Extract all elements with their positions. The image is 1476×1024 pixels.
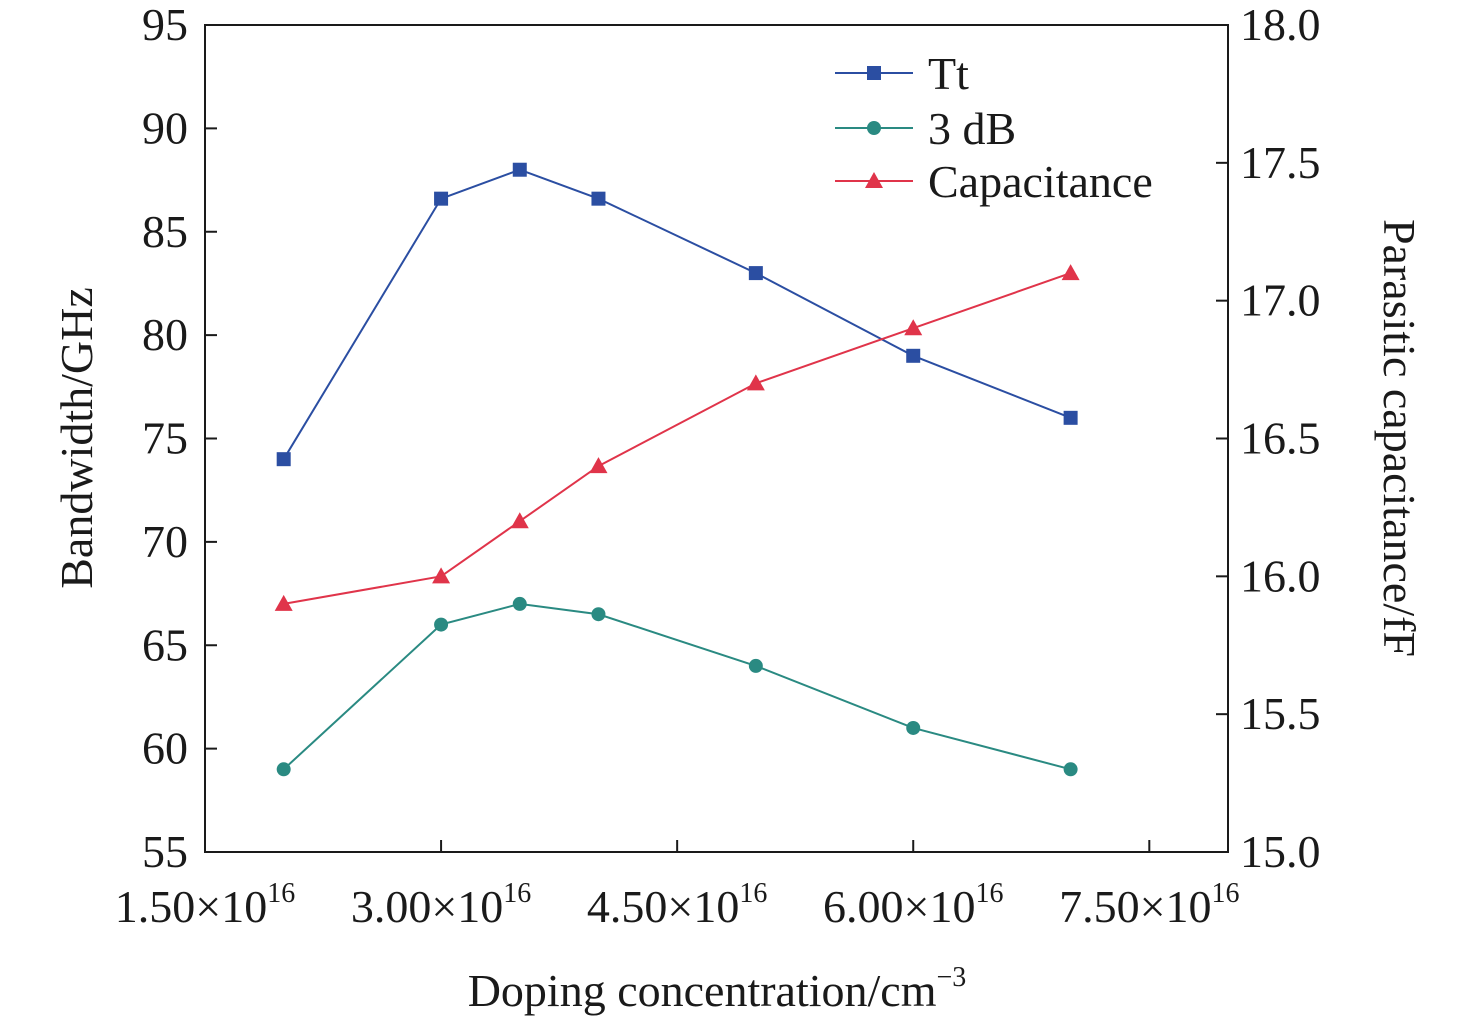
x-axis-title-exponent: −3 [937, 962, 967, 993]
data-point [432, 567, 451, 584]
y-tick-label: 85 [142, 206, 188, 257]
data-point [591, 607, 606, 622]
data-point [1063, 410, 1078, 425]
y-tick-label: 65 [142, 619, 188, 670]
legend-marker [865, 172, 883, 188]
x-tick-label: 1.50×1016 [115, 878, 295, 932]
y-tick-label: 60 [142, 723, 188, 774]
data-point [274, 594, 293, 611]
data-point [746, 374, 765, 391]
data-point [512, 162, 527, 177]
x-tick-label: 7.50×1016 [1059, 878, 1239, 932]
x-tick-label: 6.00×1016 [823, 878, 1003, 932]
data-point [276, 452, 291, 467]
data-point [591, 191, 606, 206]
series-line [283, 602, 1071, 771]
series-tt [276, 162, 1078, 467]
x-axis-title: Doping concentration/cm−3 [468, 962, 967, 1016]
y2-tick-label: 17.0 [1240, 275, 1321, 326]
data-point [510, 512, 529, 529]
y-tick-label: 55 [142, 826, 188, 877]
x-tick-label: 3.00×1016 [351, 878, 531, 932]
data-point [434, 191, 449, 206]
plot-border [204, 24, 1229, 853]
x-tick-mantissa: 3.00×10 [351, 881, 503, 932]
y-tick-label: 95 [142, 0, 188, 50]
x-tick-exponent: 16 [267, 878, 295, 909]
y2-tick-label: 16.5 [1240, 413, 1321, 464]
data-point [589, 457, 608, 474]
legend-marker [867, 121, 881, 135]
series-3-db [276, 596, 1078, 777]
legend-marker [867, 66, 881, 80]
y-tick-label: 90 [142, 102, 188, 153]
x-tick-exponent: 16 [739, 878, 767, 909]
y-tick-label: 75 [142, 413, 188, 464]
data-point [1061, 264, 1080, 281]
data-point [1063, 762, 1078, 777]
data-point [904, 319, 923, 336]
data-point [512, 596, 527, 611]
x-tick-mantissa: 7.50×10 [1059, 881, 1211, 932]
y2-tick-label: 15.0 [1240, 826, 1321, 877]
x-tick-mantissa: 1.50×10 [115, 881, 267, 932]
x-tick-exponent: 16 [1212, 878, 1240, 909]
y2-tick-label: 17.5 [1240, 137, 1321, 188]
x-tick-mantissa: 6.00×10 [823, 881, 975, 932]
plot-frame [204, 24, 1229, 853]
data-point [748, 658, 763, 673]
legend-label: 3 dB [928, 103, 1016, 154]
x-axis-title-text: Doping concentration/cm [468, 965, 937, 1016]
y-tick-label: 80 [142, 309, 188, 360]
series-capacitance [274, 264, 1080, 611]
y2-tick-label: 16.0 [1240, 550, 1321, 601]
y-axis-left-ticks: 55 60 65 70 75 80 85 90 95 [142, 0, 217, 877]
x-axis-ticks: 1.50×1016 3.00×1016 4.50×1016 6.00×1016 7.50… [115, 840, 1240, 932]
y-axis-right-ticks: 15.0 15.5 16.0 16.5 17.0 17.5 18.0 [1216, 0, 1321, 877]
data-point [906, 348, 921, 363]
y2-tick-label: 18.0 [1240, 0, 1321, 50]
data-point [748, 266, 763, 281]
x-tick-mantissa: 4.50×10 [587, 881, 739, 932]
x-tick-exponent: 16 [975, 878, 1003, 909]
x-tick-label: 4.50×1016 [587, 878, 767, 932]
data-point [906, 720, 921, 735]
data-point [434, 617, 449, 632]
x-tick-exponent: 16 [503, 878, 531, 909]
y-axis-left-title: Bandwidth/GHz [51, 287, 102, 589]
data-point [276, 762, 291, 777]
series-line [283, 272, 1071, 605]
legend-label: Tt [928, 48, 969, 99]
legend-label: Capacitance [928, 156, 1153, 207]
y-tick-label: 70 [142, 516, 188, 567]
y2-tick-label: 15.5 [1240, 688, 1321, 739]
series-layer [274, 162, 1080, 777]
y-axis-right-title: Parasitic capacitance/fF [1374, 219, 1425, 657]
